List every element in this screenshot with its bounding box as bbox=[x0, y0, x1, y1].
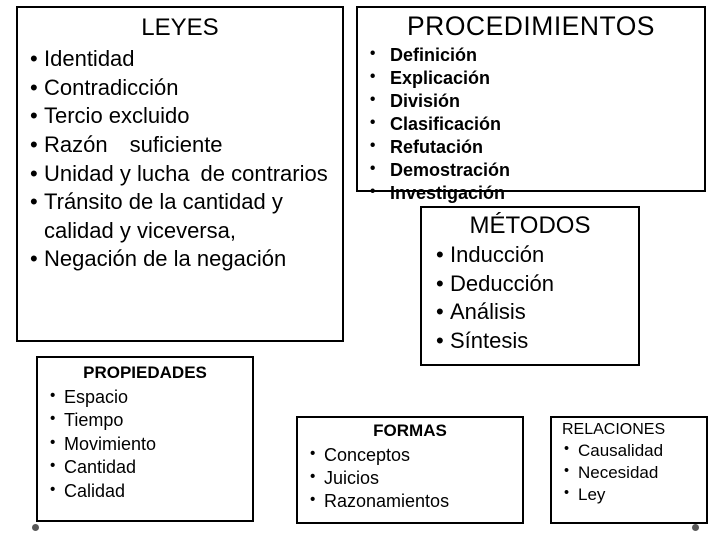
procedimientos-list: Definición Explicación División Clasific… bbox=[364, 44, 698, 205]
list-item: Causalidad bbox=[564, 440, 700, 462]
list-item: Razonamientos bbox=[310, 490, 516, 513]
metodos-list: Inducción Deducción Análisis Síntesis bbox=[430, 241, 630, 355]
list-item: Clasificación bbox=[370, 113, 698, 136]
decorative-dot bbox=[32, 524, 39, 531]
list-item: Conceptos bbox=[310, 444, 516, 467]
leyes-box: LEYES Identidad Contradicción Tercio exc… bbox=[16, 6, 344, 342]
list-item: Inducción bbox=[436, 241, 630, 270]
list-item: Tercio excluido bbox=[30, 102, 336, 131]
list-item: Necesidad bbox=[564, 462, 700, 484]
list-item: Identidad bbox=[30, 45, 336, 74]
metodos-title: MÉTODOS bbox=[430, 210, 630, 241]
list-item: Movimiento bbox=[50, 433, 246, 456]
list-item: Síntesis bbox=[436, 327, 630, 356]
leyes-title: LEYES bbox=[24, 12, 336, 43]
leyes-list: Identidad Contradicción Tercio excluido … bbox=[24, 45, 336, 274]
decorative-dot bbox=[692, 524, 699, 531]
list-item: Espacio bbox=[50, 386, 246, 409]
formas-list: Conceptos Juicios Razonamientos bbox=[304, 444, 516, 513]
list-item: División bbox=[370, 90, 698, 113]
metodos-box: MÉTODOS Inducción Deducción Análisis Sín… bbox=[420, 206, 640, 366]
formas-title: FORMAS bbox=[304, 420, 516, 442]
propiedades-title: PROPIEDADES bbox=[44, 362, 246, 384]
list-item: Juicios bbox=[310, 467, 516, 490]
relaciones-title: RELACIONES bbox=[562, 420, 700, 440]
list-item: Refutación bbox=[370, 136, 698, 159]
list-item: Demostración bbox=[370, 159, 698, 182]
list-item: Análisis bbox=[436, 298, 630, 327]
list-item: Razón suficiente bbox=[30, 131, 336, 160]
list-item: Tránsito de la cantidad y calidad y vice… bbox=[30, 188, 336, 245]
relaciones-box: RELACIONES Causalidad Necesidad Ley bbox=[550, 416, 708, 524]
procedimientos-box: PROCEDIMIENTOS Definición Explicación Di… bbox=[356, 6, 706, 192]
list-item: Negación de la negación bbox=[30, 245, 336, 274]
list-item: Calidad bbox=[50, 480, 246, 503]
list-item: Investigación bbox=[370, 182, 698, 205]
list-item: Deducción bbox=[436, 270, 630, 299]
propiedades-list: Espacio Tiempo Movimiento Cantidad Calid… bbox=[44, 386, 246, 503]
list-item: Explicación bbox=[370, 67, 698, 90]
list-item: Contradicción bbox=[30, 74, 336, 103]
list-item: Unidad y lucha de contrarios bbox=[30, 160, 336, 189]
list-item: Cantidad bbox=[50, 456, 246, 479]
formas-box: FORMAS Conceptos Juicios Razonamientos bbox=[296, 416, 524, 524]
list-item: Ley bbox=[564, 484, 700, 506]
list-item: Definición bbox=[370, 44, 698, 67]
procedimientos-title: PROCEDIMIENTOS bbox=[364, 10, 698, 44]
propiedades-box: PROPIEDADES Espacio Tiempo Movimiento Ca… bbox=[36, 356, 254, 522]
relaciones-list: Causalidad Necesidad Ley bbox=[558, 440, 700, 505]
list-item: Tiempo bbox=[50, 409, 246, 432]
